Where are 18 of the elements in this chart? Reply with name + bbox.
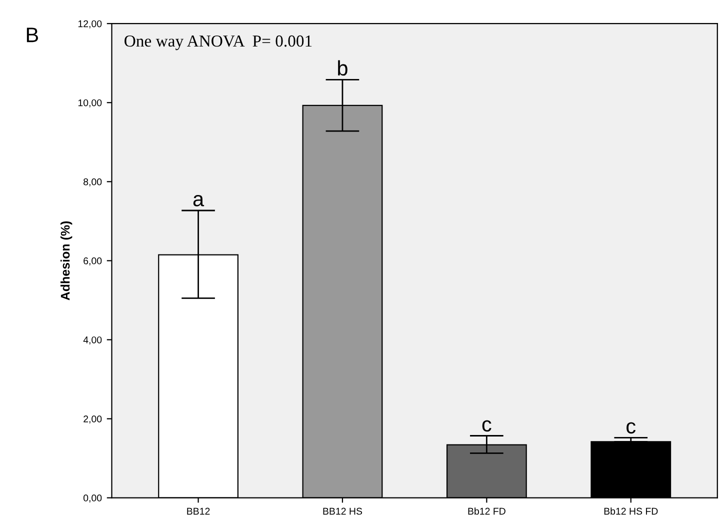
- annotation: c: [482, 420, 492, 432]
- y-tick-label: 8,00: [84, 178, 102, 186]
- x-tick-label: Bb12 HS FD: [604, 508, 658, 515]
- y-tick-label: 2,00: [84, 415, 102, 424]
- y-tick-label: 6,00: [84, 257, 102, 266]
- y-tick-label: 4,00: [83, 336, 102, 344]
- text: B: [26, 28, 38, 42]
- annotation: One way ANOVA P= 0.001: [124, 35, 312, 50]
- annotation: a: [193, 194, 204, 206]
- x-tick-label: BB12 HS: [323, 508, 362, 515]
- x-tick-label: BB12: [187, 508, 210, 515]
- annotation: c: [626, 422, 636, 434]
- x-tick-label: Bb12 FD: [468, 508, 506, 515]
- y-tick-label: 0,00: [83, 494, 102, 503]
- y-axis-title: Adhesion (%): [60, 221, 72, 300]
- annotation: b: [338, 60, 348, 76]
- y-tick-label: 12,00: [78, 20, 102, 28]
- y-tick-label: 10,00: [78, 99, 102, 108]
